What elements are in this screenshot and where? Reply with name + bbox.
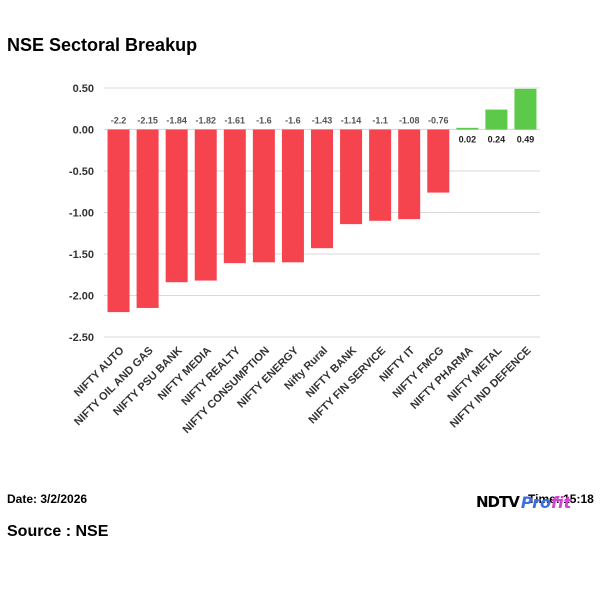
y-tick-label: -2.00	[69, 291, 94, 303]
data-label: -1.43	[312, 116, 333, 126]
data-label: -0.76	[428, 116, 449, 126]
bar	[107, 129, 130, 313]
bar	[281, 129, 304, 263]
data-label: -1.82	[195, 116, 216, 126]
data-label: -1.08	[399, 116, 420, 126]
data-label: -1.6	[285, 116, 301, 126]
bar	[136, 129, 159, 308]
ndtv-profit-logo: NDTV Profit	[476, 490, 571, 514]
data-label: -1.84	[166, 116, 187, 126]
data-label: 0.49	[517, 135, 535, 145]
data-label: -1.6	[256, 116, 272, 126]
y-tick-label: 0.00	[73, 125, 94, 137]
y-tick-label: -1.50	[69, 249, 94, 261]
source-label: Source : NSE	[7, 523, 109, 540]
bar	[223, 129, 246, 264]
time-label: Time: 15:18	[528, 492, 594, 506]
data-label: 0.24	[488, 135, 506, 145]
y-tick-label: 0.50	[73, 83, 94, 95]
data-label: 0.02	[459, 135, 477, 145]
y-tick-label: -1.00	[69, 208, 94, 220]
bar	[514, 88, 537, 130]
bars	[107, 88, 537, 313]
bar	[485, 109, 508, 130]
data-label: -2.2	[111, 116, 127, 126]
date-label: Date: 3/2/2026	[7, 492, 88, 506]
ndtv-wordmark: NDTV	[476, 493, 520, 511]
bar	[398, 129, 421, 220]
bar	[427, 129, 450, 193]
y-tick-label: -0.50	[69, 166, 94, 178]
bar	[252, 129, 275, 263]
data-label: -1.1	[372, 116, 388, 126]
y-axis-ticks: 0.50 0.00 -0.50 -1.00 -1.50 -2.00 -2.50	[69, 83, 94, 344]
data-label: -2.15	[137, 116, 158, 126]
chart-title: NSE Sectoral Breakup	[7, 35, 198, 55]
bar	[369, 129, 392, 221]
profit-wordmark: Profit	[520, 492, 572, 512]
bar	[340, 129, 363, 225]
data-label: -1.14	[341, 116, 362, 126]
bar	[311, 129, 333, 249]
data-labels: -2.2 -2.15 -1.84 -1.82 -1.61 -1.6 -1.6 -1.43 -1.…	[111, 116, 534, 145]
bar	[456, 127, 479, 130]
bar	[165, 129, 188, 283]
data-label: -1.61	[225, 116, 246, 126]
bar	[194, 129, 217, 281]
y-tick-label: -2.50	[69, 332, 94, 344]
